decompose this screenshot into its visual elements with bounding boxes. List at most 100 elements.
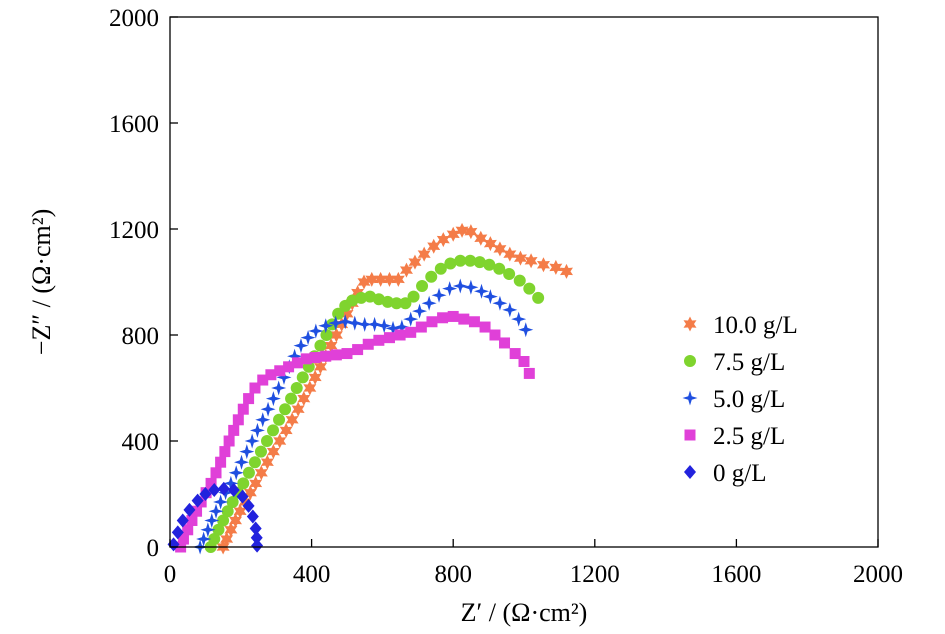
data-point [455,222,469,238]
x-tick-label: 0 [164,561,177,588]
data-point [523,367,535,379]
data-point [267,424,280,437]
data-point [233,503,247,519]
data-point [394,329,406,341]
data-point [250,530,263,545]
data-point [454,254,467,267]
data-point [283,361,295,373]
legend-marker [684,355,696,367]
data-point [559,263,573,279]
series-7-5-g-L [204,254,545,553]
data-point [513,250,527,266]
data-point [199,487,212,501]
data-point [483,236,497,252]
data-point [483,258,496,271]
data-point [249,422,265,438]
data-point [332,307,345,320]
data-point [329,327,343,343]
data-point [417,246,431,262]
data-point [291,357,303,369]
data-point [320,329,333,341]
data-point [523,282,536,295]
data-point [171,525,184,540]
data-point [446,226,460,242]
y-tick-label: 1600 [109,111,159,138]
data-point [335,316,349,332]
data-point [493,241,507,257]
legend-item: 7.5 g/L [684,349,785,376]
data-point [362,338,374,350]
data-point [524,253,538,269]
data-point [251,538,264,553]
data-point [234,454,250,470]
data-point [224,522,238,538]
y-tick-label: 400 [122,429,160,456]
data-point [320,350,332,362]
data-point [265,391,281,407]
legend-marker [683,316,697,332]
data-point [347,315,363,331]
series-5-0-g-L [192,278,534,555]
data-point [468,316,480,328]
data-point [464,224,478,240]
legend-marker [682,390,698,406]
data-point [434,262,447,275]
data-point [227,483,240,498]
legend-item: 10.0 g/L [683,312,798,339]
data-point [474,230,488,246]
data-point [464,254,477,267]
data-point [255,412,271,428]
data-point [399,297,412,310]
y-tick-label: 2000 [109,5,159,32]
data-point [376,318,392,334]
data-point [447,310,459,322]
data-point [273,433,287,449]
data-point [285,412,299,428]
data-point [511,311,527,327]
legend-label: 2.5 g/L [713,423,785,450]
data-point [416,279,429,292]
data-point [242,466,255,479]
data-point [442,281,458,297]
data-point [536,257,550,273]
data-point [208,483,221,498]
x-axis-label: Z′ / (Ω·cm²) [461,598,588,627]
data-point [381,295,394,308]
data-point [220,531,234,547]
data-point [285,392,298,405]
data-point [408,254,422,270]
data-point [425,270,438,283]
data-point [204,513,220,528]
data-point [210,467,222,479]
data-point [330,349,342,361]
data-point [276,369,292,385]
data-point [337,314,353,330]
data-point [213,494,229,510]
data-point [279,422,293,438]
data-point [266,444,280,460]
data-point [452,278,468,294]
data-point [200,522,216,538]
plot-area [167,222,573,555]
data-point [352,344,364,356]
x-tick-label: 1200 [570,561,620,588]
y-tick-label: 800 [122,323,160,350]
data-point [382,271,396,287]
data-point [217,481,230,496]
data-point [279,403,292,416]
data-point [405,326,417,338]
data-point [399,262,413,278]
data-point [324,338,338,354]
data-point [473,256,486,269]
data-point [265,369,277,381]
legend-item: 2.5 g/L [684,423,785,450]
data-point [436,232,450,248]
data-point [479,321,491,333]
y-tick-label: 1200 [109,217,159,244]
data-point [243,485,257,501]
data-point [215,456,227,468]
data-point [367,316,383,332]
data-point [297,391,311,407]
data-point [191,493,204,508]
legend-label: 5.0 g/L [713,386,785,413]
